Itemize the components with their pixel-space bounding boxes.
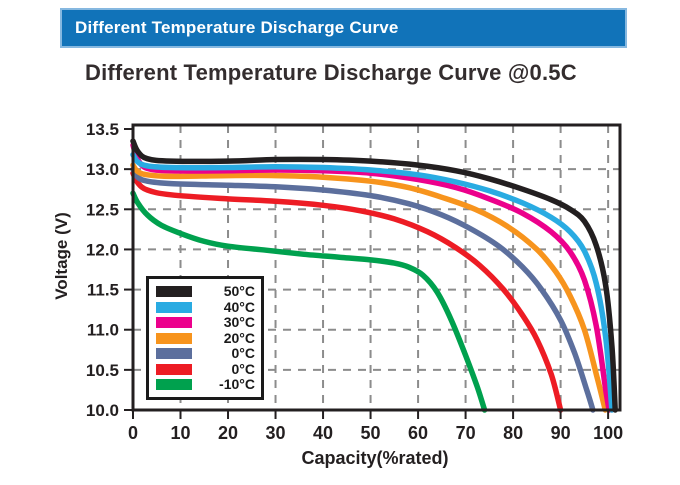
- legend-label: 50°C: [223, 283, 255, 299]
- legend-label: 40°C: [223, 298, 255, 315]
- curve-0c: [130, 170, 564, 413]
- y-tick-label: 12.0: [86, 240, 119, 259]
- legend-label: 20°C: [223, 329, 255, 346]
- curve-0c: [130, 166, 596, 413]
- y-tick-label: 10.0: [86, 401, 119, 420]
- curve-40c: [130, 151, 615, 413]
- x-tick-label: 90: [551, 423, 571, 443]
- y-tick-label: 12.5: [86, 200, 119, 219]
- y-tick-label: 13.0: [86, 160, 119, 179]
- legend-label: 0°C: [231, 360, 256, 377]
- y-tick-label: 11.0: [87, 321, 119, 340]
- legend-item: 40°C: [156, 298, 255, 315]
- x-axis-label: Capacity(%rated): [301, 448, 449, 468]
- x-tick-label: 50: [361, 423, 381, 443]
- curve-30c: [130, 142, 612, 413]
- x-tick-label: 0: [128, 423, 138, 443]
- y-tick-label: 11.5: [87, 281, 119, 300]
- legend: 50°C 40°C 30°C 20°C 0°C 0°C -10°C: [146, 276, 264, 400]
- plot-frame: [131, 123, 622, 412]
- legend-swatch: [156, 317, 192, 328]
- legend-swatch: [156, 332, 192, 344]
- legend-item: 50°C: [156, 283, 255, 299]
- x-tick-label: 30: [266, 423, 286, 443]
- legend-swatch: [156, 286, 192, 297]
- legend-item: 0°C: [156, 345, 256, 361]
- legend-swatch: [156, 301, 192, 313]
- y-axis-label: Voltage (V): [52, 212, 71, 300]
- legend-item: 30°C: [156, 314, 255, 330]
- legend-swatch: [156, 348, 192, 359]
- curve-20c: [130, 162, 609, 413]
- legend-label: -10°C: [219, 376, 255, 392]
- discharge-chart: 0 10 20 30 40 50 60 70 80 90 100 13.5 13.0 12.5 12.0 11…: [86, 120, 623, 443]
- y-tick-label: 10.5: [86, 361, 119, 380]
- curve-10c: [130, 190, 488, 413]
- x-tick-label: 40: [313, 423, 333, 443]
- legend-label: 0°C: [231, 345, 256, 361]
- legend-swatch: [156, 363, 192, 375]
- legend-swatch: [156, 379, 192, 390]
- x-tick-label: 60: [408, 423, 428, 443]
- x-tick-label: 10: [170, 423, 190, 443]
- y-tick-label: 13.5: [86, 120, 119, 139]
- legend-item: 0°C: [156, 360, 256, 377]
- x-tick-label: 70: [456, 423, 476, 443]
- header-banner: Different Temperature Discharge Curve: [60, 8, 627, 48]
- banner-title: Different Temperature Discharge Curve: [75, 18, 399, 37]
- legend-item: -10°C: [156, 376, 255, 392]
- curve-50c: [130, 138, 618, 413]
- chart-title: Different Temperature Discharge Curve @0…: [85, 60, 577, 85]
- x-tick-label: 20: [218, 423, 238, 443]
- legend-item: 20°C: [156, 329, 255, 346]
- legend-label: 30°C: [223, 314, 255, 330]
- x-tick-label: 80: [503, 423, 523, 443]
- x-tick-label: 100: [593, 423, 623, 443]
